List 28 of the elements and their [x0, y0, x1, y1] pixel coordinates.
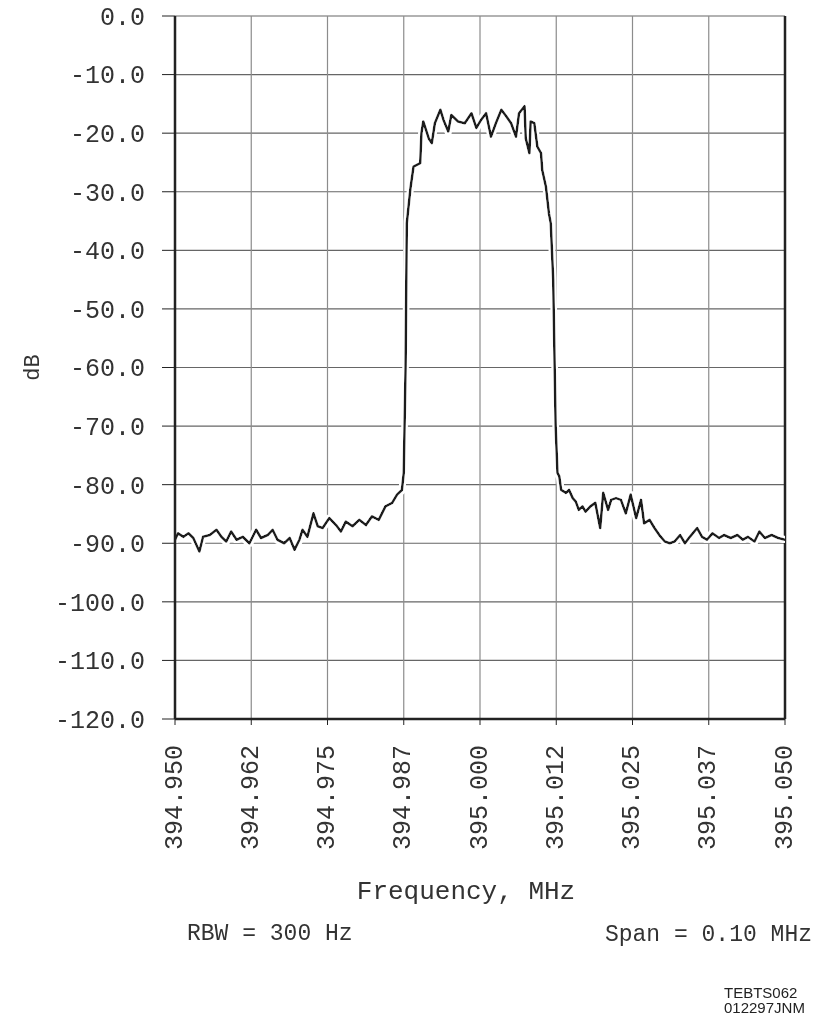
- y-axis-title: dB: [20, 354, 46, 381]
- text: RBW = 300 Hz: [187, 921, 353, 947]
- x-tick-label: 394.950: [160, 745, 190, 851]
- y-tick-label: -60.0: [69, 355, 145, 385]
- y-tick-label: -80.0: [69, 472, 145, 502]
- text: TEBTS062: [724, 984, 799, 1001]
- x-axis-title: Frequency, MHz: [356, 877, 576, 907]
- text: Span = 0.10 MHz: [604, 922, 812, 948]
- y-tick-label: -40.0: [69, 238, 145, 268]
- x-tick-label: 395.000: [465, 745, 495, 851]
- x-tick-label: 395.012: [541, 745, 571, 851]
- y-tick-label: -70.0: [69, 413, 145, 443]
- y-tick-label: -100.0: [54, 589, 145, 619]
- y-tick-label: -10.0: [69, 62, 145, 92]
- x-tick-label: 395.025: [618, 745, 647, 851]
- y-tick-label: 0.0: [99, 3, 145, 33]
- y-tick-label: -120.0: [54, 706, 145, 736]
- x-tick-label: 395.050: [770, 745, 800, 851]
- x-tick-label: 394.975: [313, 745, 342, 851]
- text: 012297JNM: [724, 999, 805, 1016]
- y-tick-label: -20.0: [69, 121, 145, 151]
- y-tick-label: -50.0: [69, 296, 145, 326]
- y-tick-label: -110.0: [54, 648, 145, 678]
- y-tick-label: -30.0: [69, 179, 145, 209]
- x-tick-label: 395.037: [694, 745, 724, 851]
- x-tick-label: 394.987: [389, 745, 419, 851]
- y-tick-label: -90.0: [69, 531, 145, 561]
- x-tick-label: 394.962: [236, 745, 266, 851]
